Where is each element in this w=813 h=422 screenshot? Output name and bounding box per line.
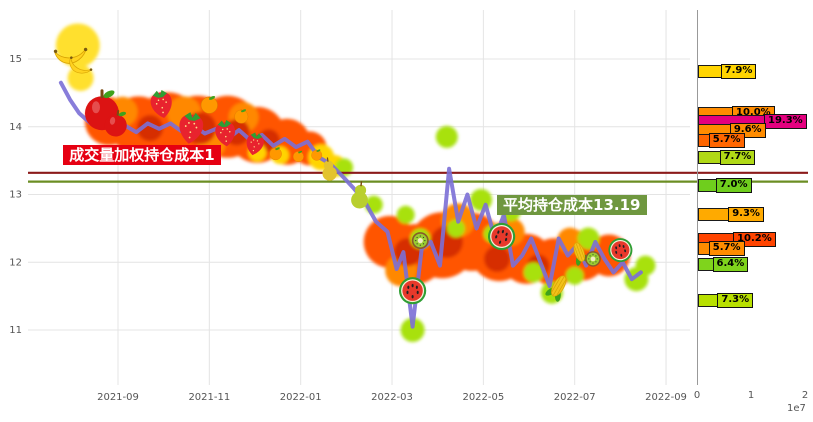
strawberry-icon: [215, 120, 235, 147]
pear-icon: [351, 181, 368, 209]
corn-icon: [545, 275, 567, 302]
panel-x-tick-label: 2: [801, 390, 809, 401]
price-line: [58, 80, 643, 329]
orange-icon: [292, 150, 304, 163]
chip-blob: [67, 65, 94, 91]
x-tick-label: 2022-03: [371, 392, 413, 403]
cost-lines: [28, 171, 808, 183]
chip-blob: [484, 245, 511, 272]
x-tick-label: 2021-11: [188, 392, 230, 403]
kiwi-icon: [411, 232, 429, 250]
banana-icon: [53, 47, 88, 64]
holding-bar-label: 7.0%: [715, 177, 752, 193]
watermelon-icon: [608, 238, 633, 263]
x-tick-label: 2022-05: [462, 392, 504, 403]
holding-bar-label: 6.4%: [712, 256, 749, 272]
avg-cost-label: 平均持仓成本13.19: [497, 195, 647, 216]
x-tick-label: 2022-09: [645, 392, 687, 403]
strawberry-icon: [246, 132, 264, 156]
holding-bar-label: 5.7%: [708, 133, 745, 149]
y-tick-label: 15: [9, 54, 22, 65]
y-tick-label: 14: [9, 122, 22, 133]
fruit-stickers: [53, 47, 633, 305]
panel-x-tick-label: 0: [693, 390, 701, 401]
chip-blob: [565, 266, 584, 285]
chip-blob: [396, 205, 415, 224]
panel-x-tick-label: 1: [747, 390, 755, 401]
y-tick-label: 13: [9, 190, 22, 201]
chip-blob: [523, 262, 544, 283]
orange-icon: [311, 149, 323, 161]
apple-icon: [104, 110, 127, 137]
orange-icon: [234, 109, 249, 124]
chip-blob: [137, 115, 163, 142]
y-tick-label: 12: [9, 257, 22, 268]
holding-bar-label: 7.9%: [720, 64, 757, 80]
chip-blob: [435, 125, 458, 148]
pear-icon: [322, 157, 337, 181]
strawberry-icon: [150, 89, 172, 118]
orange-icon: [269, 147, 282, 161]
holding-bar-label: 7.3%: [717, 292, 754, 308]
holding-bar-label: 19.3%: [764, 113, 807, 129]
kiwi-icon: [585, 251, 601, 267]
chip-blob: [55, 23, 100, 68]
banana-icon: [69, 56, 93, 74]
x-tick-label: 2022-07: [554, 392, 596, 403]
strawberry-icon: [179, 112, 204, 144]
y-tick-label: 11: [9, 325, 22, 336]
holdings-histogram-panel: 7.9% 10.0% 19.3% 9.6% 5.7% 7.7% 7.0% 9.3% 10.2% 5…: [697, 10, 807, 385]
watermelon-icon: [399, 277, 427, 305]
corn-icon: [573, 242, 590, 266]
vwap-cost-label: 成交量加权持仓成本1: [63, 145, 221, 166]
watermelon-icon: [488, 222, 516, 251]
orange-icon: [200, 96, 218, 114]
chip-blob: [447, 219, 465, 238]
chip-blob: [400, 318, 425, 342]
volume-blobs: [55, 23, 656, 342]
x-tick-label: 2022-01: [280, 392, 322, 403]
chip-blob: [470, 188, 493, 211]
axis-scale-note: 1e7: [787, 403, 806, 414]
holding-bar-label: 7.7%: [719, 150, 756, 166]
holding-bar-label: 9.3%: [728, 206, 764, 222]
x-tick-label: 2021-09: [97, 392, 139, 403]
axis-labels: 2021-09 2021-11 2022-01 2022-03 2022-05 2022-…: [9, 54, 687, 403]
holding-bar-label: 5.7%: [708, 241, 745, 257]
price-line-layer: [58, 80, 643, 329]
